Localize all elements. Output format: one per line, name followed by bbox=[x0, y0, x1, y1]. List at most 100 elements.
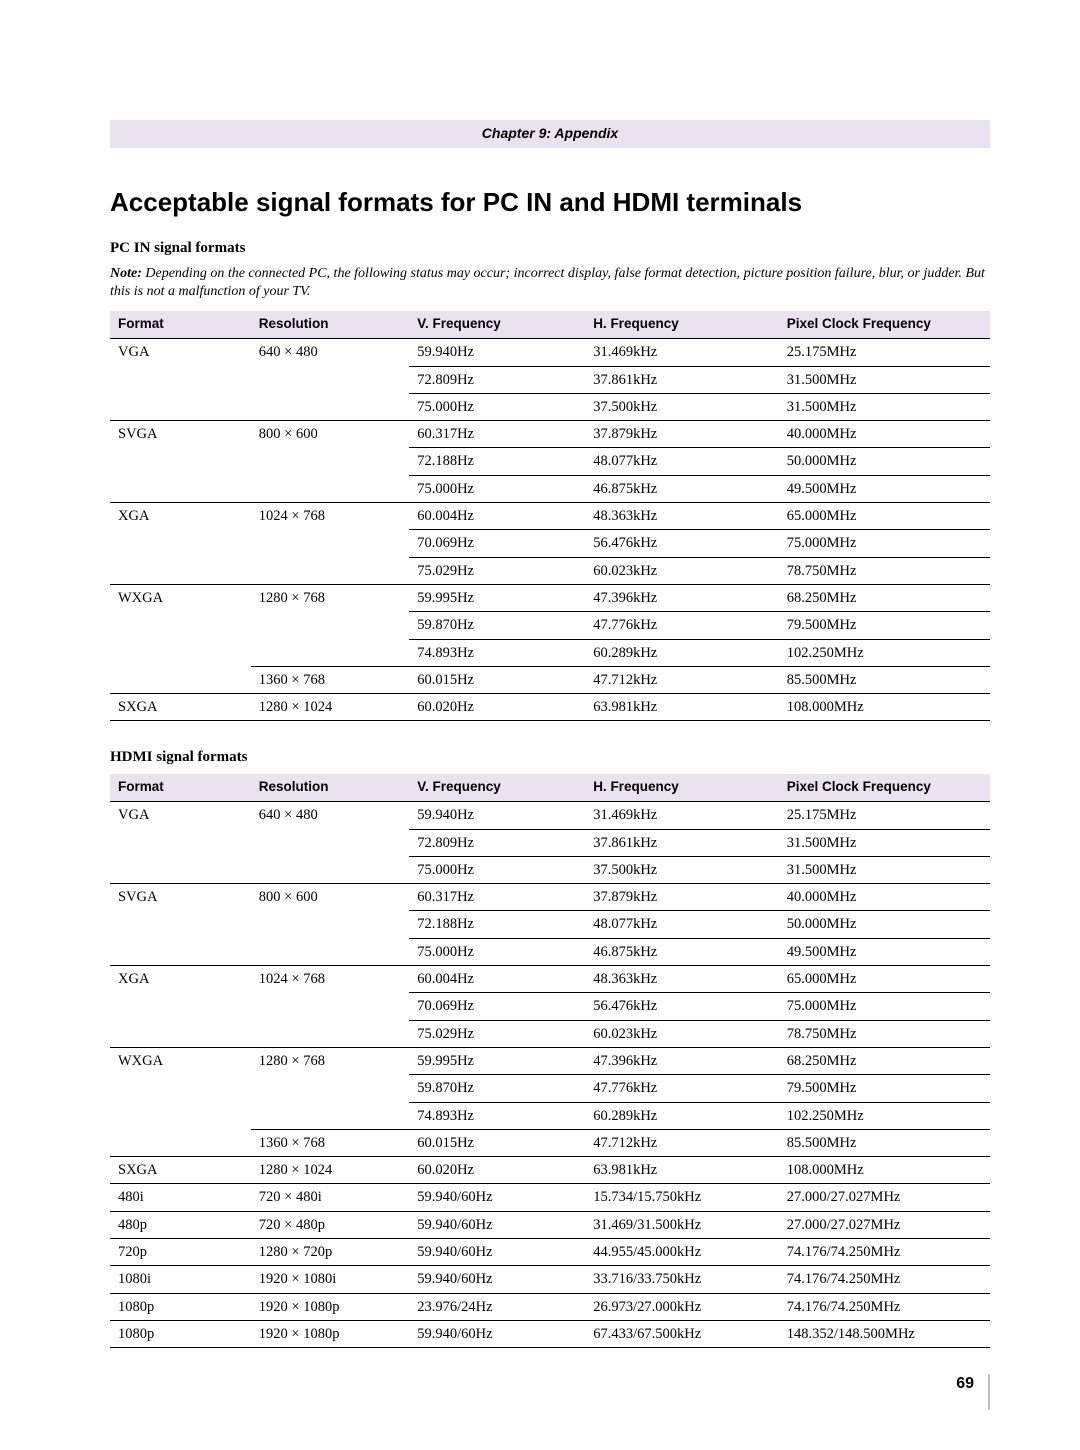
table-row: 72.188Hz48.077kHz50.000MHz bbox=[110, 448, 990, 475]
cell-format bbox=[110, 1102, 251, 1129]
cell-format: WXGA bbox=[110, 584, 251, 611]
cell-pclk: 108.000MHz bbox=[779, 694, 990, 721]
cell-format bbox=[110, 448, 251, 475]
cell-hfreq: 47.776kHz bbox=[585, 1075, 779, 1102]
cell-format bbox=[110, 1129, 251, 1156]
table-row: 1360 × 76860.015Hz47.712kHz85.500MHz bbox=[110, 666, 990, 693]
cell-pclk: 50.000MHz bbox=[779, 448, 990, 475]
cell-format bbox=[110, 366, 251, 393]
cell-resolution: 1280 × 720p bbox=[251, 1239, 409, 1266]
cell-resolution bbox=[251, 639, 409, 666]
table-row: 74.893Hz60.289kHz102.250MHz bbox=[110, 1102, 990, 1129]
cell-pclk: 74.176/74.250MHz bbox=[779, 1266, 990, 1293]
cell-vfreq: 70.069Hz bbox=[409, 530, 585, 557]
table-row: SXGA1280 × 102460.020Hz63.981kHz108.000M… bbox=[110, 694, 990, 721]
cell-hfreq: 48.363kHz bbox=[585, 503, 779, 530]
cell-pclk: 49.500MHz bbox=[779, 475, 990, 502]
table-row: 1080p1920 × 1080p23.976/24Hz26.973/27.00… bbox=[110, 1293, 990, 1320]
note: Note: Depending on the connected PC, the… bbox=[110, 265, 990, 301]
table-row: 59.870Hz47.776kHz79.500MHz bbox=[110, 1075, 990, 1102]
table-row: 70.069Hz56.476kHz75.000MHz bbox=[110, 993, 990, 1020]
cell-hfreq: 37.861kHz bbox=[585, 366, 779, 393]
cell-hfreq: 31.469kHz bbox=[585, 339, 779, 366]
table-row: 75.000Hz37.500kHz31.500MHz bbox=[110, 393, 990, 420]
chapter-bar: Chapter 9: Appendix bbox=[110, 120, 990, 148]
cell-resolution: 800 × 600 bbox=[251, 884, 409, 911]
cell-hfreq: 37.500kHz bbox=[585, 393, 779, 420]
cell-format: 480i bbox=[110, 1184, 251, 1211]
cell-vfreq: 60.020Hz bbox=[409, 1157, 585, 1184]
cell-format bbox=[110, 993, 251, 1020]
cell-hfreq: 37.879kHz bbox=[585, 421, 779, 448]
cell-hfreq: 47.712kHz bbox=[585, 1129, 779, 1156]
table-row: SVGA800 × 60060.317Hz37.879kHz40.000MHz bbox=[110, 421, 990, 448]
table-row: 1360 × 76860.015Hz47.712kHz85.500MHz bbox=[110, 1129, 990, 1156]
th-resolution: Resolution bbox=[251, 311, 409, 338]
page-number: 69 bbox=[956, 1375, 984, 1392]
cell-resolution: 800 × 600 bbox=[251, 421, 409, 448]
cell-format bbox=[110, 639, 251, 666]
cell-pclk: 31.500MHz bbox=[779, 366, 990, 393]
table-row: 75.000Hz46.875kHz49.500MHz bbox=[110, 475, 990, 502]
cell-hfreq: 44.955/45.000kHz bbox=[585, 1239, 779, 1266]
cell-vfreq: 60.317Hz bbox=[409, 884, 585, 911]
cell-format: 480p bbox=[110, 1211, 251, 1238]
cell-format bbox=[110, 1075, 251, 1102]
cell-resolution bbox=[251, 612, 409, 639]
cell-pclk: 40.000MHz bbox=[779, 421, 990, 448]
cell-resolution: 1280 × 1024 bbox=[251, 694, 409, 721]
table-row: 75.029Hz60.023kHz78.750MHz bbox=[110, 1020, 990, 1047]
th-hfreq: H. Frequency bbox=[585, 311, 779, 338]
table-header-row: Format Resolution V. Frequency H. Freque… bbox=[110, 311, 990, 338]
cell-vfreq: 59.870Hz bbox=[409, 612, 585, 639]
cell-format bbox=[110, 557, 251, 584]
th-vfreq: V. Frequency bbox=[409, 774, 585, 801]
cell-resolution: 1360 × 768 bbox=[251, 666, 409, 693]
cell-vfreq: 72.188Hz bbox=[409, 448, 585, 475]
table-header-row: Format Resolution V. Frequency H. Freque… bbox=[110, 774, 990, 801]
pc-signal-table: Format Resolution V. Frequency H. Freque… bbox=[110, 311, 990, 721]
cell-hfreq: 60.289kHz bbox=[585, 1102, 779, 1129]
cell-resolution bbox=[251, 1075, 409, 1102]
cell-pclk: 31.500MHz bbox=[779, 856, 990, 883]
table-row: XGA1024 × 76860.004Hz48.363kHz65.000MHz bbox=[110, 966, 990, 993]
cell-hfreq: 37.879kHz bbox=[585, 884, 779, 911]
cell-vfreq: 60.015Hz bbox=[409, 1129, 585, 1156]
cell-pclk: 40.000MHz bbox=[779, 884, 990, 911]
cell-resolution: 720 × 480p bbox=[251, 1211, 409, 1238]
table-row: 720p1280 × 720p59.940/60Hz44.955/45.000k… bbox=[110, 1239, 990, 1266]
cell-hfreq: 46.875kHz bbox=[585, 938, 779, 965]
cell-vfreq: 75.029Hz bbox=[409, 1020, 585, 1047]
cell-resolution bbox=[251, 1102, 409, 1129]
cell-pclk: 31.500MHz bbox=[779, 829, 990, 856]
hdmi-signal-table: Format Resolution V. Frequency H. Freque… bbox=[110, 774, 990, 1348]
table-row: WXGA1280 × 76859.995Hz47.396kHz68.250MHz bbox=[110, 584, 990, 611]
cell-pclk: 25.175MHz bbox=[779, 802, 990, 829]
cell-vfreq: 72.809Hz bbox=[409, 829, 585, 856]
cell-resolution bbox=[251, 393, 409, 420]
cell-pclk: 68.250MHz bbox=[779, 1047, 990, 1074]
cell-resolution bbox=[251, 993, 409, 1020]
cell-pclk: 78.750MHz bbox=[779, 557, 990, 584]
cell-format: XGA bbox=[110, 503, 251, 530]
hdmi-subheading: HDMI signal formats bbox=[110, 747, 990, 768]
cell-vfreq: 74.893Hz bbox=[409, 1102, 585, 1129]
cell-vfreq: 59.940/60Hz bbox=[409, 1184, 585, 1211]
cell-format bbox=[110, 911, 251, 938]
cell-format bbox=[110, 666, 251, 693]
cell-resolution: 640 × 480 bbox=[251, 802, 409, 829]
th-format: Format bbox=[110, 774, 251, 801]
table-row: VGA640 × 48059.940Hz31.469kHz25.175MHz bbox=[110, 802, 990, 829]
cell-pclk: 85.500MHz bbox=[779, 666, 990, 693]
cell-pclk: 85.500MHz bbox=[779, 1129, 990, 1156]
cell-format bbox=[110, 475, 251, 502]
cell-pclk: 49.500MHz bbox=[779, 938, 990, 965]
cell-resolution bbox=[251, 530, 409, 557]
cell-format bbox=[110, 530, 251, 557]
cell-vfreq: 59.995Hz bbox=[409, 584, 585, 611]
cell-vfreq: 75.000Hz bbox=[409, 856, 585, 883]
cell-hfreq: 46.875kHz bbox=[585, 475, 779, 502]
cell-hfreq: 67.433/67.500kHz bbox=[585, 1320, 779, 1347]
cell-pclk: 78.750MHz bbox=[779, 1020, 990, 1047]
cell-resolution: 720 × 480i bbox=[251, 1184, 409, 1211]
